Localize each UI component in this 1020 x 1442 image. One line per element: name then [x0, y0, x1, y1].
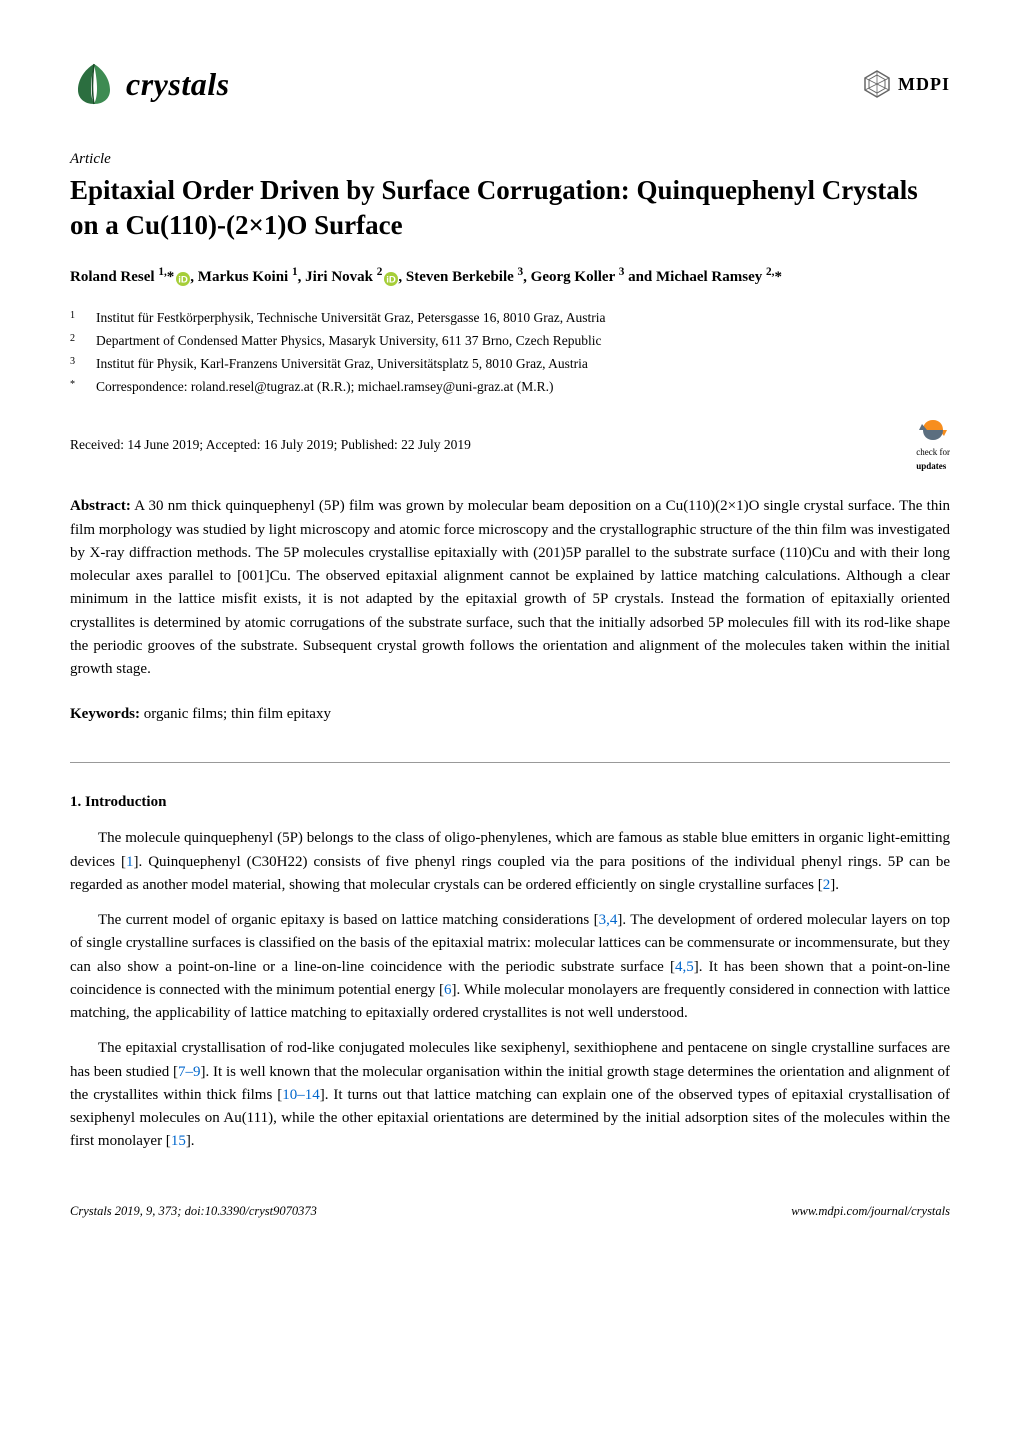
affiliations-list: 1 Institut für Festkörperphysik, Technisc… — [70, 307, 950, 399]
intro-body: The molecule quinquephenyl (5P) belongs … — [70, 827, 950, 1153]
affiliation-num: 3 — [70, 353, 84, 376]
affiliation-text: Department of Condensed Matter Physics, … — [96, 330, 602, 353]
affiliation-text: Institut für Physik, Karl-Franzens Unive… — [96, 353, 588, 376]
mdpi-text: MDPI — [898, 71, 950, 98]
abstract-label: Abstract: — [70, 498, 131, 514]
leaf-icon — [70, 60, 118, 108]
abstract: Abstract: A 30 nm thick quinquephenyl (5… — [70, 495, 950, 681]
ref-link[interactable]: 7–9 — [178, 1064, 201, 1080]
ref-link[interactable]: 4,5 — [675, 959, 694, 975]
footer-right: www.mdpi.com/journal/crystals — [791, 1202, 950, 1221]
footer-row: Crystals 2019, 9, 373; doi:10.3390/cryst… — [70, 1202, 950, 1221]
authors-list: Roland Resel 1,*iD, Markus Koini 1, Jiri… — [70, 263, 950, 289]
journal-name: crystals — [126, 60, 230, 108]
affiliation-num: 1 — [70, 307, 84, 330]
body-paragraph: The epitaxial crystallisation of rod-lik… — [70, 1037, 950, 1153]
divider — [70, 762, 950, 763]
affiliation-num: 2 — [70, 330, 84, 353]
intro-section-title: 1. Introduction — [70, 791, 950, 814]
ref-link[interactable]: 6 — [444, 982, 452, 998]
abstract-text: A 30 nm thick quinquephenyl (5P) film wa… — [70, 498, 950, 677]
svg-text:iD: iD — [387, 275, 397, 286]
ref-link[interactable]: 2 — [823, 877, 831, 893]
footer-left: Crystals 2019, 9, 373; doi:10.3390/cryst… — [70, 1202, 317, 1221]
ref-link[interactable]: 3,4 — [599, 912, 618, 928]
check-updates-icon — [919, 416, 947, 444]
affiliation-num: * — [70, 376, 84, 399]
affiliation-row: * Correspondence: roland.resel@tugraz.at … — [70, 376, 950, 399]
mdpi-hex-icon — [862, 69, 892, 99]
svg-text:iD: iD — [178, 275, 188, 286]
header-row: crystals MDPI — [70, 60, 950, 108]
body-paragraph: The molecule quinquephenyl (5P) belongs … — [70, 827, 950, 897]
affiliation-row: 2 Department of Condensed Matter Physics,… — [70, 330, 950, 353]
affiliation-row: 1 Institut für Festkörperphysik, Technisc… — [70, 307, 950, 330]
mdpi-logo: MDPI — [862, 69, 950, 99]
journal-logo: crystals — [70, 60, 230, 108]
article-title: Epitaxial Order Driven by Surface Corrug… — [70, 173, 950, 243]
affiliation-text: Institut für Festkörperphysik, Technisch… — [96, 307, 605, 330]
keywords: Keywords: organic films; thin film epita… — [70, 703, 950, 726]
received-text: Received: 14 June 2019; Accepted: 16 Jul… — [70, 435, 471, 455]
ref-link[interactable]: 15 — [171, 1133, 186, 1149]
keywords-label: Keywords: — [70, 706, 140, 722]
body-paragraph: The current model of organic epitaxy is … — [70, 909, 950, 1025]
affiliation-text: Correspondence: roland.resel@tugraz.at (… — [96, 376, 553, 399]
check-updates-label: check forupdates — [916, 446, 950, 473]
ref-link[interactable]: 1 — [126, 854, 134, 870]
keywords-text: organic films; thin film epitaxy — [140, 706, 331, 722]
ref-link[interactable]: 10–14 — [282, 1087, 320, 1103]
affiliation-row: 3 Institut für Physik, Karl-Franzens Univ… — [70, 353, 950, 376]
check-updates-badge[interactable]: check forupdates — [916, 416, 950, 473]
dates-row: Received: 14 June 2019; Accepted: 16 Jul… — [70, 416, 950, 473]
article-type: Article — [70, 148, 950, 171]
